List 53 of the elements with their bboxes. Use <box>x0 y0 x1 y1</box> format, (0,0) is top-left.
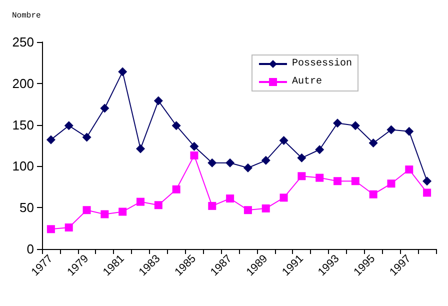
point <box>226 158 235 168</box>
y-axis-title: Nombre <box>12 12 42 20</box>
point <box>82 132 92 142</box>
point <box>422 176 432 186</box>
point <box>298 172 306 180</box>
point <box>351 177 360 186</box>
point <box>334 177 342 186</box>
point <box>387 180 396 188</box>
point <box>172 121 181 130</box>
point <box>405 166 414 174</box>
point <box>64 223 73 232</box>
y-tick-label: 200 <box>12 76 34 91</box>
point <box>316 174 324 182</box>
y-tick-label: 100 <box>12 158 34 174</box>
point <box>190 151 198 160</box>
point <box>280 194 288 202</box>
point <box>297 153 306 162</box>
y-tick-label: 150 <box>12 117 34 132</box>
point <box>190 142 199 151</box>
point <box>333 118 342 128</box>
y-tick-label: 250 <box>12 34 34 50</box>
point <box>261 156 270 165</box>
point <box>154 201 162 210</box>
point <box>118 67 128 76</box>
point <box>136 144 145 154</box>
point <box>136 198 144 206</box>
point <box>226 194 234 202</box>
point <box>118 208 127 216</box>
point <box>244 206 252 214</box>
point <box>46 135 56 144</box>
point <box>154 96 163 106</box>
point <box>369 190 378 198</box>
y-tick-label: 0 <box>26 242 34 256</box>
point <box>404 126 414 136</box>
point <box>386 125 396 134</box>
point <box>243 163 252 172</box>
point <box>350 121 360 130</box>
point <box>172 185 180 194</box>
point <box>208 202 216 210</box>
legend-label: Possession <box>292 58 352 70</box>
y-tick-label: 50 <box>20 200 34 216</box>
point <box>368 138 378 148</box>
legend-label: Autre <box>292 76 322 88</box>
point <box>46 225 55 234</box>
point <box>315 145 324 154</box>
point <box>100 210 109 218</box>
point <box>262 204 270 212</box>
point <box>64 121 74 130</box>
point <box>423 188 432 197</box>
point <box>82 206 91 214</box>
point <box>208 158 217 168</box>
point <box>100 104 110 113</box>
point <box>279 136 288 146</box>
